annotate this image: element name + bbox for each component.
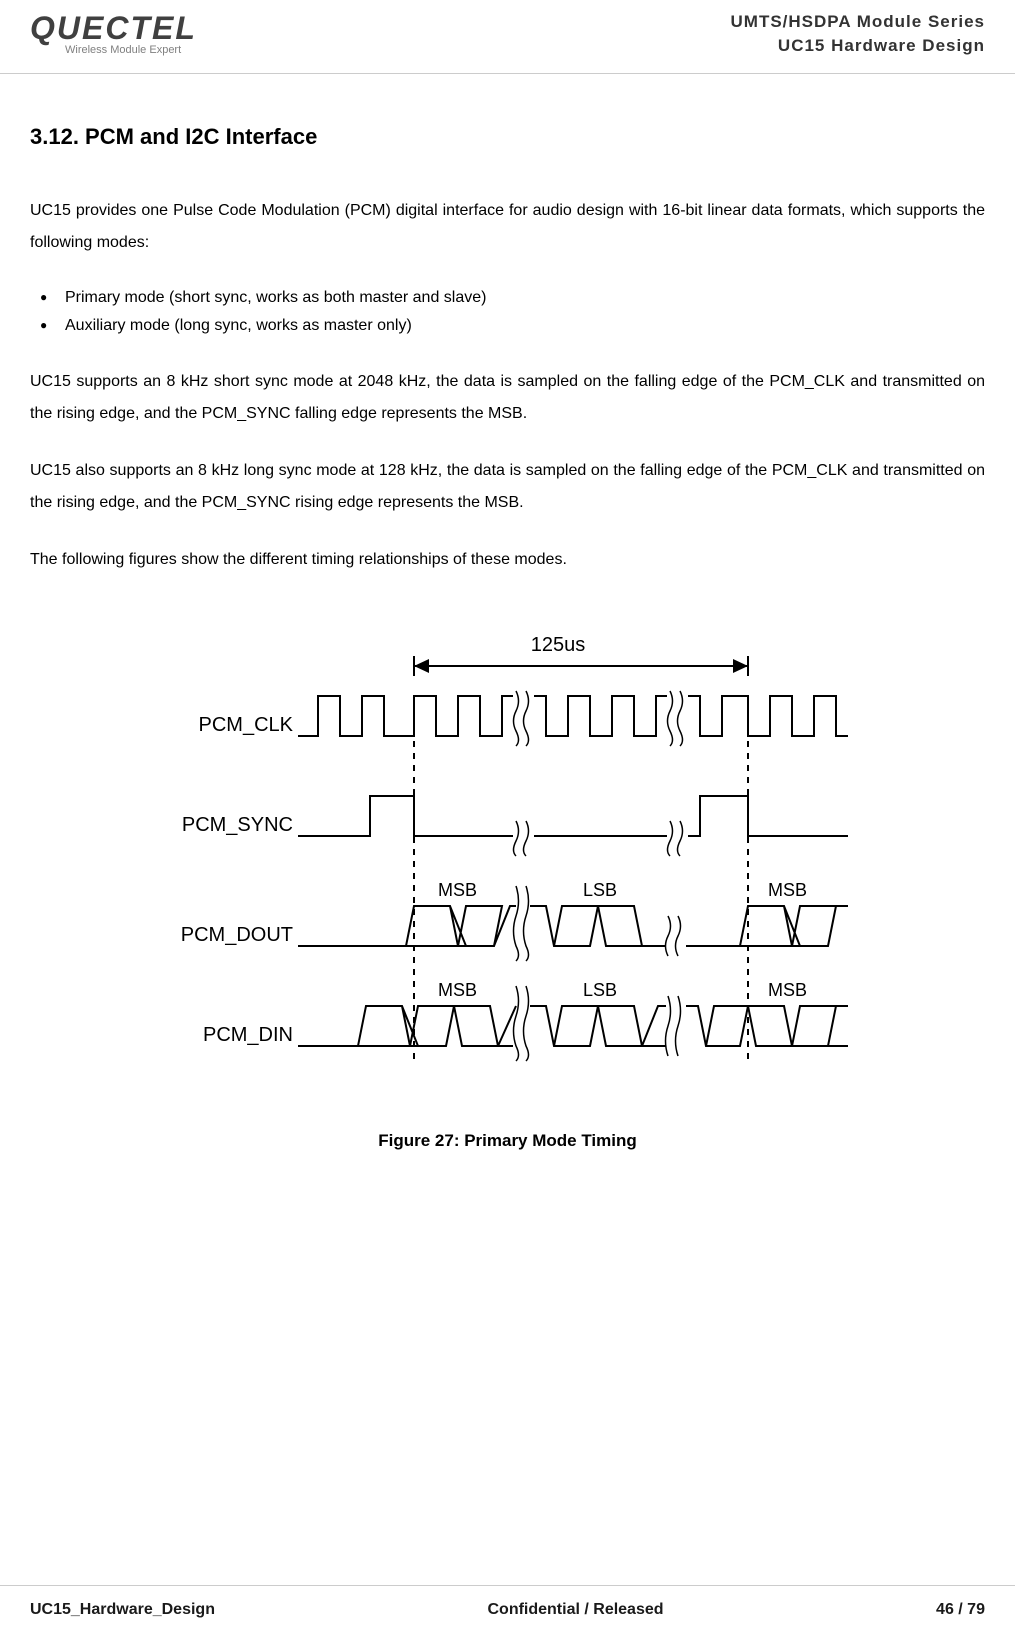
bullet-list: Primary mode (short sync, works as both … [30,284,985,342]
signal-label-din: PCM_DIN [202,1024,292,1046]
timing-diagram: 125us PCM_CLK PCM_SYNC PCM_DOUT MSB LSB … [118,626,898,1096]
page-footer: UC15_Hardware_Design Confidential / Rele… [0,1585,1015,1619]
footer-center: Confidential / Released [487,1601,663,1619]
paragraph-4: The following figures show the different… [30,544,985,576]
bullet-item: Primary mode (short sync, works as both … [40,284,985,313]
header-title-line2: UC15 Hardware Design [731,34,985,58]
signal-label-clk: PCM_CLK [198,714,293,736]
period-label: 125us [530,634,585,656]
section-heading: 3.12. PCM and I2C Interface [30,124,985,150]
page-header: QUECTEL Wireless Module Expert UMTS/HSDP… [0,0,1015,74]
header-title: UMTS/HSDPA Module Series UC15 Hardware D… [731,10,985,58]
signal-label-dout: PCM_DOUT [180,924,292,946]
footer-left: UC15_Hardware_Design [30,1601,215,1619]
paragraph-3: UC15 also supports an 8 kHz long sync mo… [30,455,985,519]
din-msb2: MSB [768,980,807,1000]
bullet-item: Auxiliary mode (long sync, works as mast… [40,312,985,341]
main-content: 3.12. PCM and I2C Interface UC15 provide… [0,74,1015,1212]
diagram-container: 125us PCM_CLK PCM_SYNC PCM_DOUT MSB LSB … [30,626,985,1151]
din-msb1: MSB [438,980,477,1000]
logo-container: QUECTEL Wireless Module Expert [30,10,197,56]
dout-msb2: MSB [768,880,807,900]
paragraph-1: UC15 provides one Pulse Code Modulation … [30,195,985,259]
figure-caption: Figure 27: Primary Mode Timing [30,1131,985,1151]
footer-right: 46 / 79 [936,1601,985,1619]
dout-lsb: LSB [583,880,617,900]
logo-main: QUECTEL [30,10,197,47]
paragraph-2: UC15 supports an 8 kHz short sync mode a… [30,366,985,430]
dout-msb1: MSB [438,880,477,900]
signal-label-sync: PCM_SYNC [181,814,292,836]
header-title-line1: UMTS/HSDPA Module Series [731,10,985,34]
logo-sub: Wireless Module Expert [65,44,197,56]
din-lsb: LSB [583,980,617,1000]
